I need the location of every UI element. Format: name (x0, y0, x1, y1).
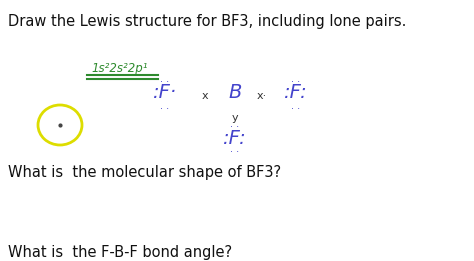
Text: · ·: · · (292, 77, 301, 87)
Text: y: y (232, 113, 238, 123)
Text: What is  the molecular shape of BF3?: What is the molecular shape of BF3? (8, 165, 281, 180)
Text: · ·: · · (230, 122, 239, 132)
Text: · ·: · · (160, 104, 170, 114)
Text: :F·: :F· (153, 84, 177, 103)
Text: 1s²2s²2p¹: 1s²2s²2p¹ (92, 62, 148, 75)
Text: Draw the Lewis structure for BF3, including lone pairs.: Draw the Lewis structure for BF3, includ… (8, 14, 406, 29)
Text: :F:: :F: (284, 84, 308, 103)
Text: :F:: :F: (223, 128, 247, 147)
Text: x: x (202, 91, 208, 101)
Text: · ·: · · (292, 104, 301, 114)
Text: x·: x· (257, 91, 267, 101)
Text: · ·: · · (230, 147, 239, 157)
Text: · ·: · · (160, 77, 170, 87)
Text: What is  the F-B-F bond angle?: What is the F-B-F bond angle? (8, 245, 232, 260)
Text: B: B (228, 84, 242, 103)
